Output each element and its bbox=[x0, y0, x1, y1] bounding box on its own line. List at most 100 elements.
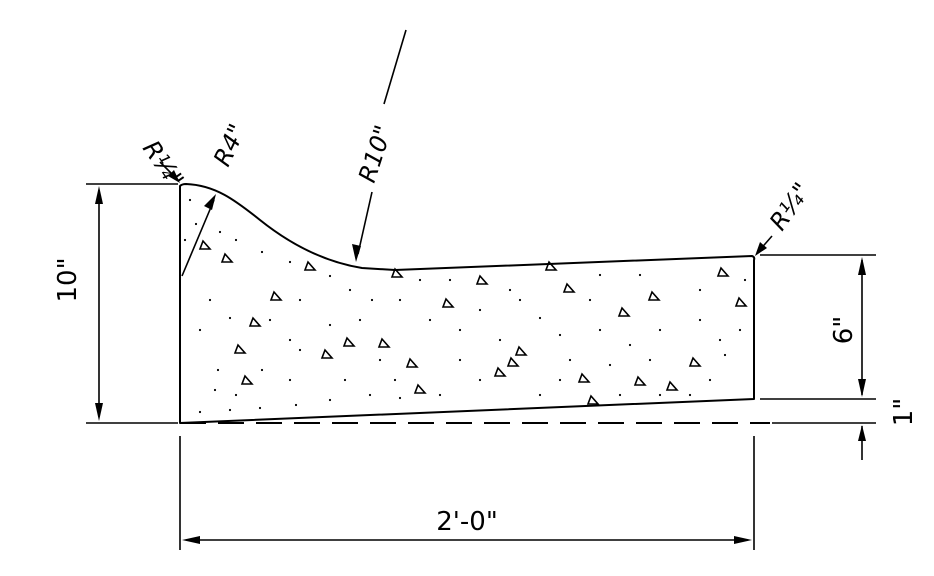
hatch-dot bbox=[688, 393, 692, 397]
hatch-triangle bbox=[198, 239, 212, 250]
hatch-dot bbox=[698, 318, 702, 322]
hatch-dot bbox=[478, 378, 482, 382]
hatch-dot bbox=[738, 328, 742, 332]
hatch-triangle bbox=[633, 375, 647, 386]
hatch-dot bbox=[428, 318, 432, 322]
hatch-dot bbox=[618, 393, 622, 397]
arrowhead bbox=[858, 425, 866, 441]
hatch-dot bbox=[508, 288, 512, 292]
hatch-dot bbox=[218, 230, 222, 234]
hatch-triangle bbox=[320, 348, 334, 359]
hatch-dot bbox=[198, 410, 202, 414]
hatch-dot bbox=[398, 298, 402, 302]
curb-section-outline bbox=[179, 183, 756, 424]
hatch-dot bbox=[718, 338, 722, 342]
hatch-dot bbox=[288, 260, 292, 264]
hatch-triangle bbox=[441, 297, 455, 308]
hatch-dot bbox=[448, 278, 452, 282]
arrowhead bbox=[858, 257, 866, 275]
hatch-dot bbox=[228, 408, 232, 412]
hatch-triangle bbox=[413, 383, 427, 394]
arrowhead bbox=[734, 536, 752, 544]
hatch-dot bbox=[598, 273, 602, 277]
hatch-dot bbox=[328, 274, 332, 278]
radius-label-top-right: R¼" bbox=[764, 178, 816, 236]
dim-label-6in: 6" bbox=[829, 316, 859, 345]
hatch-dot bbox=[458, 358, 462, 362]
hatch-triangle bbox=[562, 282, 576, 293]
hatch-dot bbox=[398, 396, 402, 400]
hatch-dot bbox=[228, 316, 232, 320]
hatch-dot bbox=[638, 273, 642, 277]
hatch-dot bbox=[698, 288, 702, 292]
hatch-triangle bbox=[665, 380, 679, 391]
arrowhead bbox=[755, 242, 767, 256]
hatch-dot bbox=[658, 393, 662, 397]
hatch-dot bbox=[194, 222, 198, 226]
hatch-dot bbox=[328, 398, 332, 402]
dim-label-10in: 10" bbox=[53, 257, 83, 302]
hatch-dot bbox=[368, 393, 372, 397]
hatch-triangle bbox=[647, 290, 661, 301]
hatch-dot bbox=[658, 328, 662, 332]
dim-label-2ft: 2'-0" bbox=[436, 507, 498, 537]
hatch-dot bbox=[260, 368, 264, 372]
arrowhead bbox=[858, 379, 866, 397]
hatch-dot bbox=[378, 358, 382, 362]
hatch-triangle bbox=[544, 260, 558, 271]
hatch-triangle bbox=[493, 366, 507, 377]
hatch-triangle bbox=[586, 394, 600, 405]
hatch-triangle bbox=[220, 252, 234, 263]
hatch-triangle bbox=[716, 266, 730, 277]
hatch-dot bbox=[343, 378, 347, 382]
hatch-dot bbox=[294, 403, 298, 407]
hatch-triangle bbox=[390, 267, 404, 278]
hatch-dot bbox=[260, 250, 264, 254]
hatch-triangle bbox=[233, 343, 247, 354]
arrowhead bbox=[95, 186, 103, 204]
radius-label-r10: R10" bbox=[353, 122, 398, 186]
concrete-hatch bbox=[183, 198, 748, 414]
hatch-dot bbox=[418, 278, 422, 282]
hatch-triangle bbox=[248, 316, 262, 327]
arrowhead bbox=[168, 170, 180, 183]
hatch-dot bbox=[628, 343, 632, 347]
hatch-dot bbox=[458, 328, 462, 332]
hatch-triangle bbox=[240, 374, 254, 385]
hatch-dot bbox=[438, 393, 442, 397]
hatch-dot bbox=[608, 363, 612, 367]
hatch-triangle bbox=[506, 356, 520, 367]
dim-label-1in: 1" bbox=[889, 398, 919, 427]
hatch-triangle bbox=[269, 290, 283, 301]
hatch-dot bbox=[288, 378, 292, 382]
arrowhead bbox=[95, 403, 103, 421]
hatch-dot bbox=[216, 368, 220, 372]
hatch-dot bbox=[198, 328, 202, 332]
hatch-dot bbox=[268, 318, 272, 322]
hatch-dot bbox=[298, 348, 302, 352]
hatch-dot bbox=[328, 323, 332, 327]
hatch-dot bbox=[298, 298, 302, 302]
hatch-triangle bbox=[734, 296, 748, 307]
hatch-dot bbox=[538, 393, 542, 397]
hatch-dot bbox=[258, 406, 262, 410]
hatch-dot bbox=[370, 298, 374, 302]
arrowhead bbox=[352, 244, 361, 262]
radius-label-r4: R4" bbox=[208, 120, 252, 171]
hatch-dot bbox=[568, 358, 572, 362]
hatch-dot bbox=[598, 328, 602, 332]
hatch-dot bbox=[234, 238, 238, 242]
hatch-triangle bbox=[303, 260, 317, 271]
hatch-triangle bbox=[577, 372, 591, 383]
hatch-dot bbox=[743, 278, 747, 282]
arrowhead bbox=[182, 536, 200, 544]
hatch-dot bbox=[188, 198, 192, 202]
hatch-dot bbox=[288, 338, 292, 342]
hatch-triangle bbox=[688, 356, 702, 367]
hatch-triangle bbox=[405, 357, 419, 368]
hatch-dot bbox=[588, 298, 592, 302]
hatch-dot bbox=[478, 308, 482, 312]
hatch-triangle bbox=[514, 345, 528, 356]
hatch-dot bbox=[358, 318, 362, 322]
hatch-triangle bbox=[617, 306, 631, 317]
